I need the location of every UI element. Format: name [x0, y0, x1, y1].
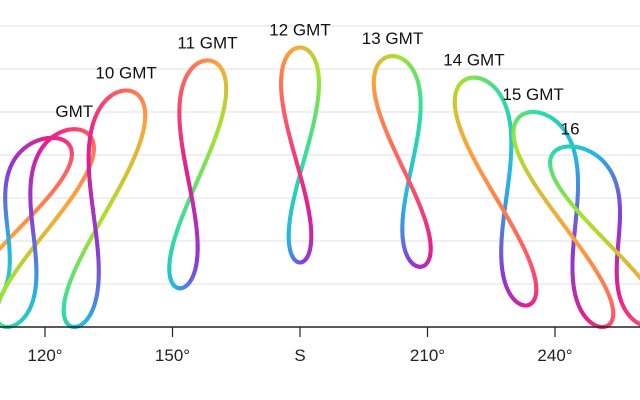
x-tick-label: 240°: [537, 346, 572, 365]
analemma-curves: [0, 45, 640, 329]
analemma-label: 16: [561, 119, 580, 138]
x-tick-label: 150°: [155, 346, 190, 365]
analemma-curve: [511, 110, 616, 329]
analemma-label: GMT: [55, 102, 93, 121]
grid: [0, 25, 640, 285]
x-tick-label: 210°: [410, 346, 445, 365]
analemma-curve: [279, 45, 321, 265]
analemma-curve: [61, 88, 148, 329]
analemma-label: 15 GMT: [502, 85, 563, 104]
analemma-label: 10 GMT: [95, 64, 156, 83]
analemma-label: 11 GMT: [177, 33, 237, 52]
x-tick-label: 120°: [27, 346, 62, 365]
analemma-curve: [548, 144, 640, 327]
analemma-label: 14 GMT: [443, 51, 504, 70]
analemma-curve: [371, 54, 433, 269]
x-tick-label: S: [294, 346, 305, 365]
x-axis: 120° 150° S 210° 240°: [0, 326, 640, 365]
analemma-label: 12 GMT: [269, 21, 330, 40]
analemma-curve: [167, 58, 229, 291]
analemma-label: 13 GMT: [362, 29, 423, 48]
analemma-curve: [452, 75, 539, 308]
